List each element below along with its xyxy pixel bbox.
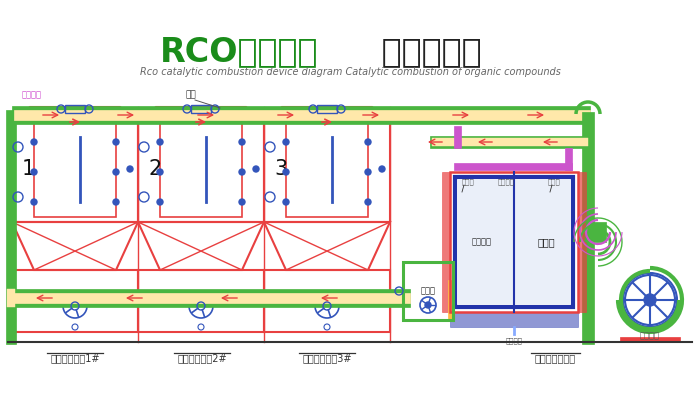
Circle shape xyxy=(31,169,37,175)
Circle shape xyxy=(365,199,371,205)
Circle shape xyxy=(365,139,371,145)
Bar xyxy=(191,105,211,113)
Text: 管道: 管道 xyxy=(185,90,196,99)
Text: 催化燃烧净化塔: 催化燃烧净化塔 xyxy=(534,353,575,363)
Bar xyxy=(14,110,590,120)
Text: 气流方向: 气流方向 xyxy=(22,90,42,99)
Bar xyxy=(34,122,116,217)
Bar xyxy=(450,287,453,295)
Bar xyxy=(458,180,570,304)
Circle shape xyxy=(253,166,259,172)
Bar xyxy=(450,172,578,312)
Text: 3: 3 xyxy=(274,159,287,179)
Bar xyxy=(403,262,453,320)
Circle shape xyxy=(239,199,245,205)
Bar xyxy=(586,222,606,242)
Circle shape xyxy=(127,166,133,172)
Text: 油爆阀: 油爆阀 xyxy=(548,178,561,185)
Circle shape xyxy=(283,139,289,145)
Circle shape xyxy=(157,139,163,145)
Bar xyxy=(450,312,578,327)
Text: 2: 2 xyxy=(148,159,161,179)
Bar xyxy=(455,177,573,307)
Circle shape xyxy=(113,139,119,145)
Text: 小冷风机: 小冷风机 xyxy=(505,337,522,344)
Circle shape xyxy=(283,199,289,205)
Bar xyxy=(565,148,572,170)
Text: 工作装置图: 工作装置图 xyxy=(370,36,482,69)
Bar xyxy=(7,289,15,307)
Bar xyxy=(14,293,410,303)
Bar xyxy=(6,110,16,344)
Text: 加热区: 加热区 xyxy=(537,237,555,247)
Text: 1: 1 xyxy=(22,159,35,179)
Text: 热交换器: 热交换器 xyxy=(498,178,515,185)
Text: 催化燃烧: 催化燃烧 xyxy=(472,237,492,247)
Circle shape xyxy=(644,294,656,306)
Text: 脱附风机: 脱附风机 xyxy=(640,331,660,340)
Bar xyxy=(578,172,586,312)
Text: 活性炭吸附塔3#: 活性炭吸附塔3# xyxy=(302,353,351,363)
Text: Rco catalytic combustion device diagram Catalytic combustion of organic compound: Rco catalytic combustion device diagram … xyxy=(139,67,561,77)
Bar xyxy=(430,136,590,148)
Circle shape xyxy=(113,199,119,205)
Bar xyxy=(160,122,242,217)
Circle shape xyxy=(283,169,289,175)
Text: 活性炭吸附塔2#: 活性炭吸附塔2# xyxy=(177,353,227,363)
Bar xyxy=(286,122,368,217)
Circle shape xyxy=(425,302,431,308)
Circle shape xyxy=(113,169,119,175)
Bar xyxy=(448,280,453,320)
Circle shape xyxy=(157,169,163,175)
Circle shape xyxy=(31,139,37,145)
Bar xyxy=(12,289,410,307)
Circle shape xyxy=(31,199,37,205)
Bar xyxy=(65,105,85,113)
Circle shape xyxy=(239,169,245,175)
Text: 油爆片: 油爆片 xyxy=(462,178,475,185)
Bar xyxy=(442,172,450,312)
Text: 混流箱: 混流箱 xyxy=(421,286,435,296)
Bar xyxy=(12,106,590,124)
Circle shape xyxy=(239,139,245,145)
Bar xyxy=(138,270,264,332)
Bar xyxy=(317,105,337,113)
Circle shape xyxy=(379,166,385,172)
Bar xyxy=(582,112,594,344)
Bar xyxy=(454,163,572,170)
Bar xyxy=(264,270,390,332)
Bar xyxy=(620,337,680,342)
Circle shape xyxy=(157,199,163,205)
Text: 活性炭吸附塔1#: 活性炭吸附塔1# xyxy=(50,353,99,363)
Bar xyxy=(454,126,461,148)
Text: RCO催化燃烧: RCO催化燃烧 xyxy=(160,36,318,69)
Bar xyxy=(12,270,138,332)
Bar xyxy=(432,138,588,146)
Circle shape xyxy=(365,169,371,175)
